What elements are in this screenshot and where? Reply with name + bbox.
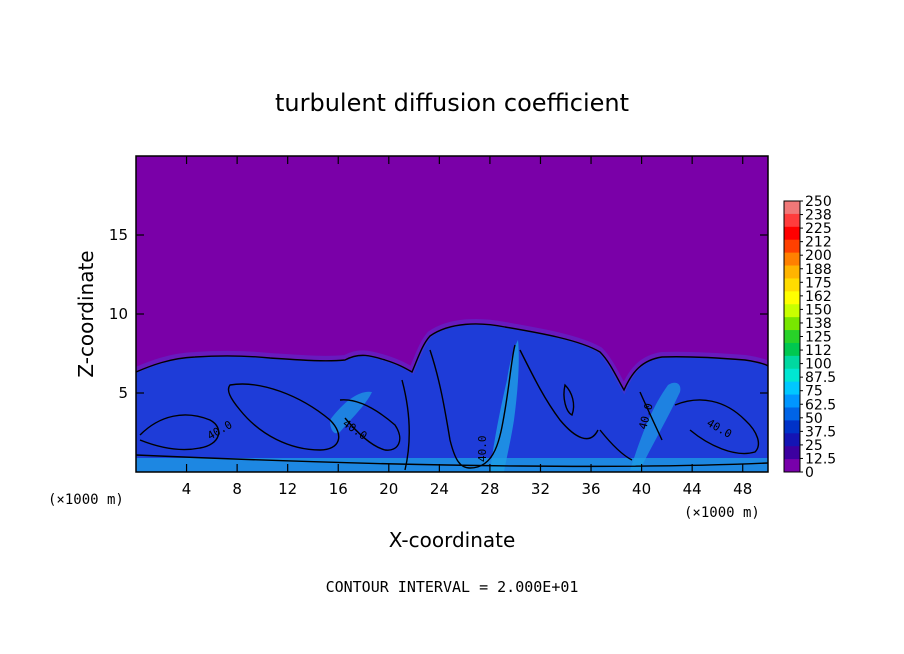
x-tick-label: 24 [430, 480, 449, 498]
colorbar-swatch [784, 330, 800, 344]
x-axis-ticks: 4 8 12 16 20 24 28 32 36 40 44 48 [182, 156, 752, 498]
colorbar: 2502382252122001881751621501381251121008… [783, 194, 836, 481]
colorbar-tick-label: 112 [805, 343, 832, 359]
colorbar-tick-label: 37.5 [805, 424, 836, 440]
colorbar-swatch [784, 278, 800, 292]
colorbar-tick-label: 62.5 [805, 397, 836, 413]
colorbar-tick-label: 212 [805, 235, 832, 251]
colorbar-tick-label: 50 [805, 411, 823, 427]
colorbar-swatch [784, 213, 800, 228]
colorbar-swatch [784, 291, 800, 305]
colorbar-tick-label: 12.5 [805, 451, 836, 467]
colorbar-swatch [784, 342, 800, 357]
colorbar-tick-label: 0 [805, 465, 814, 481]
contour-lines [136, 323, 768, 471]
bright-plume-center [490, 340, 519, 472]
colorbar-tick-label: 200 [805, 248, 832, 264]
colorbar-tick-label: 250 [805, 194, 832, 210]
x-tick-label: 36 [581, 480, 600, 498]
colorbar-swatch [784, 433, 800, 447]
colorbar-swatch [784, 355, 800, 370]
colorbar-swatch [784, 394, 800, 408]
bright-plume-left [330, 391, 372, 434]
x-tick-label: 4 [182, 480, 192, 498]
y-tick-label: 10 [109, 305, 128, 323]
colorbar-tick-label: 175 [805, 275, 832, 291]
colorbar-tick-label: 138 [805, 316, 832, 332]
colorbar-tick-label: 125 [805, 330, 832, 346]
colorbar-tick-label: 188 [805, 262, 832, 278]
colorbar-swatch [784, 201, 800, 215]
x-tick-label: 28 [480, 480, 499, 498]
x-tick-label: 8 [232, 480, 242, 498]
x-unit-left: (×1000 m) [48, 492, 124, 508]
turbulent-layer-fill [136, 323, 768, 472]
x-tick-label: 16 [329, 480, 348, 498]
colorbar-swatch [784, 446, 800, 460]
colorbar-tick-label: 238 [805, 208, 832, 224]
x-tick-label: 32 [531, 480, 550, 498]
y-axis-label: Z-coordinate [74, 250, 98, 377]
contour-interval-footer: CONTOUR INTERVAL = 2.000E+01 [326, 578, 579, 596]
contour-label: 40.0 [476, 436, 489, 463]
colorbar-swatch [784, 368, 800, 383]
colorbar-swatch [784, 420, 800, 434]
y-axis-ticks: 5 10 15 [109, 226, 768, 402]
x-tick-label: 12 [278, 480, 297, 498]
chart-title: turbulent diffusion coefficient [275, 89, 629, 117]
colorbar-tick-label: 162 [805, 289, 832, 305]
colorbar-swatch [784, 381, 800, 396]
colorbar-tick-label: 75 [805, 384, 823, 400]
x-tick-label: 20 [379, 480, 398, 498]
colorbar-swatch [784, 304, 800, 318]
colorbar-swatch [784, 226, 800, 241]
y-tick-label: 15 [109, 226, 128, 244]
y-tick-label: 5 [118, 384, 128, 402]
plot-area: 40.0 40.0 40.0 40.0 40.0 [135, 155, 769, 473]
colorbar-tick-label: 225 [805, 221, 832, 237]
colorbar-swatch [784, 239, 800, 254]
x-axis-label: X-coordinate [389, 528, 516, 552]
colorbar-swatch [784, 252, 800, 267]
colorbar-tick-label: 100 [805, 357, 832, 373]
x-tick-label: 40 [632, 480, 651, 498]
x-tick-label: 44 [683, 480, 702, 498]
colorbar-swatch [784, 459, 800, 473]
colorbar-swatch [784, 265, 800, 279]
x-tick-label: 48 [733, 480, 752, 498]
colorbar-tick-label: 87.5 [805, 370, 836, 386]
colorbar-swatch [784, 407, 800, 421]
x-unit-right: (×1000 m) [684, 505, 760, 521]
colorbar-tick-label: 150 [805, 302, 832, 318]
colorbar-swatch [784, 317, 800, 331]
fringe-band [136, 319, 768, 395]
field-layer: 40.0 40.0 40.0 40.0 40.0 [136, 319, 768, 472]
colorbar-tick-label: 25 [805, 438, 823, 454]
